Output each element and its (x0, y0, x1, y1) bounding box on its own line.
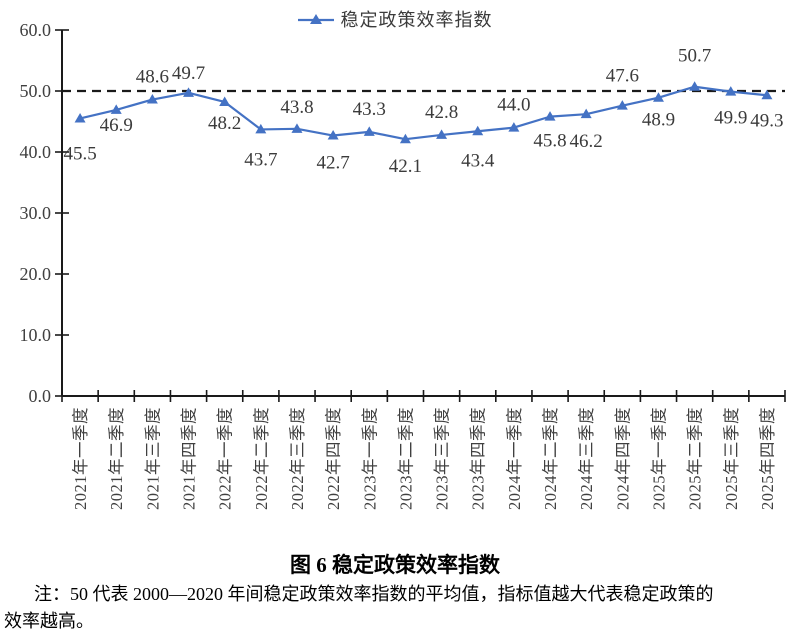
data-point-label: 45.5 (63, 143, 96, 164)
data-point-label: 43.8 (280, 97, 313, 118)
data-point-label: 49.9 (714, 108, 747, 129)
data-point-label: 43.7 (244, 149, 277, 170)
x-category-label: 2021年三季度 (143, 407, 162, 510)
x-category-label: 2024年三季度 (577, 407, 596, 510)
triangle-marker-icon (74, 112, 86, 123)
triangle-marker-icon (616, 100, 628, 110)
y-tick-label: 50.0 (20, 81, 52, 101)
x-category-label: 2022年一季度 (216, 407, 235, 510)
data-point-label: 50.7 (678, 46, 711, 67)
x-category-label: 2022年四季度 (324, 407, 343, 510)
triangle-marker-icon (689, 81, 701, 91)
note-line-1: 注：50 代表 2000—2020 年间稳定政策效率指数的平均值，指标值越大代表… (34, 584, 714, 604)
y-tick-label: 10.0 (20, 325, 52, 345)
x-category-label: 2023年二季度 (396, 407, 415, 510)
x-category-label: 2024年四季度 (613, 407, 632, 510)
y-tick-label: 40.0 (20, 142, 52, 162)
triangle-marker-icon (580, 108, 592, 119)
triangle-marker-icon (544, 111, 556, 121)
data-point-label: 43.4 (461, 150, 495, 171)
y-tick-label: 20.0 (20, 264, 52, 284)
triangle-marker-icon (652, 92, 664, 102)
figure-note: 注：50 代表 2000—2020 年间稳定政策效率指数的平均值，指标值越大代表… (4, 581, 788, 635)
data-point-label: 49.7 (172, 63, 205, 84)
note-line-2: 效率越高。 (4, 611, 94, 631)
x-category-label: 2022年二季度 (252, 407, 271, 510)
legend-line-triangle-icon (297, 14, 334, 24)
data-point-label: 44.0 (497, 95, 530, 116)
triangle-marker-icon (183, 87, 195, 97)
triangle-marker-icon (472, 125, 484, 136)
triangle-marker-icon (291, 123, 303, 133)
data-point-label: 45.8 (533, 131, 566, 152)
series-line (79, 85, 768, 141)
x-category-label: 2023年四季度 (469, 407, 488, 510)
y-tick-label: 0.0 (29, 386, 52, 406)
data-point-label: 46.9 (100, 115, 133, 136)
data-point-label: 49.3 (750, 110, 783, 131)
x-category-label: 2023年一季度 (360, 407, 379, 510)
line-chart: 0.0 10.0 20.0 30.0 40.0 50.0 60.0 2021年一季度 2021年… (20, 20, 786, 510)
data-point-label: 42.1 (389, 156, 422, 177)
x-category-label: 2024年一季度 (505, 407, 524, 510)
x-category-label: 2022年三季度 (288, 407, 307, 510)
triangle-marker-icon (255, 123, 267, 134)
data-point-label: 47.6 (606, 66, 639, 87)
y-tick-label: 60.0 (20, 20, 52, 40)
legend-series-label: 稳定政策效率指数 (340, 10, 493, 30)
x-category-label: 2021年四季度 (180, 407, 199, 510)
x-category-label: 2025年四季度 (758, 407, 777, 510)
triangle-marker-icon (761, 89, 773, 100)
x-category-label: 2025年二季度 (686, 407, 705, 510)
x-category-label: 2025年一季度 (649, 407, 668, 510)
data-point-label: 43.3 (353, 99, 386, 120)
triangle-marker-icon (146, 94, 158, 104)
x-category-label: 2023年三季度 (433, 407, 452, 510)
triangle-marker-icon (327, 130, 339, 140)
triangle-marker-icon (363, 126, 375, 136)
x-category-label: 2025年三季度 (722, 407, 741, 510)
data-point-label: 42.8 (425, 102, 458, 123)
data-point-label: 46.2 (570, 131, 603, 152)
x-category-label: 2021年一季度 (71, 407, 90, 510)
triangle-marker-icon (399, 133, 411, 144)
data-point-label: 42.7 (317, 153, 350, 174)
data-point-label: 48.2 (208, 113, 241, 134)
y-tick-label: 30.0 (20, 203, 52, 223)
triangle-marker-icon (219, 96, 231, 106)
x-category-label: 2021年二季度 (107, 407, 126, 510)
x-category-label: 2024年二季度 (541, 407, 560, 510)
triangle-marker-icon (725, 86, 737, 96)
figure-caption: 图 6 稳定政策效率指数 (290, 553, 500, 577)
triangle-marker-icon (508, 122, 520, 132)
triangle-marker-icon (110, 104, 122, 114)
triangle-marker-icon (436, 129, 448, 139)
chart-legend: 稳定政策效率指数 (0, 6, 790, 32)
data-point-label: 48.9 (642, 110, 675, 131)
data-point-label: 48.6 (136, 67, 169, 88)
